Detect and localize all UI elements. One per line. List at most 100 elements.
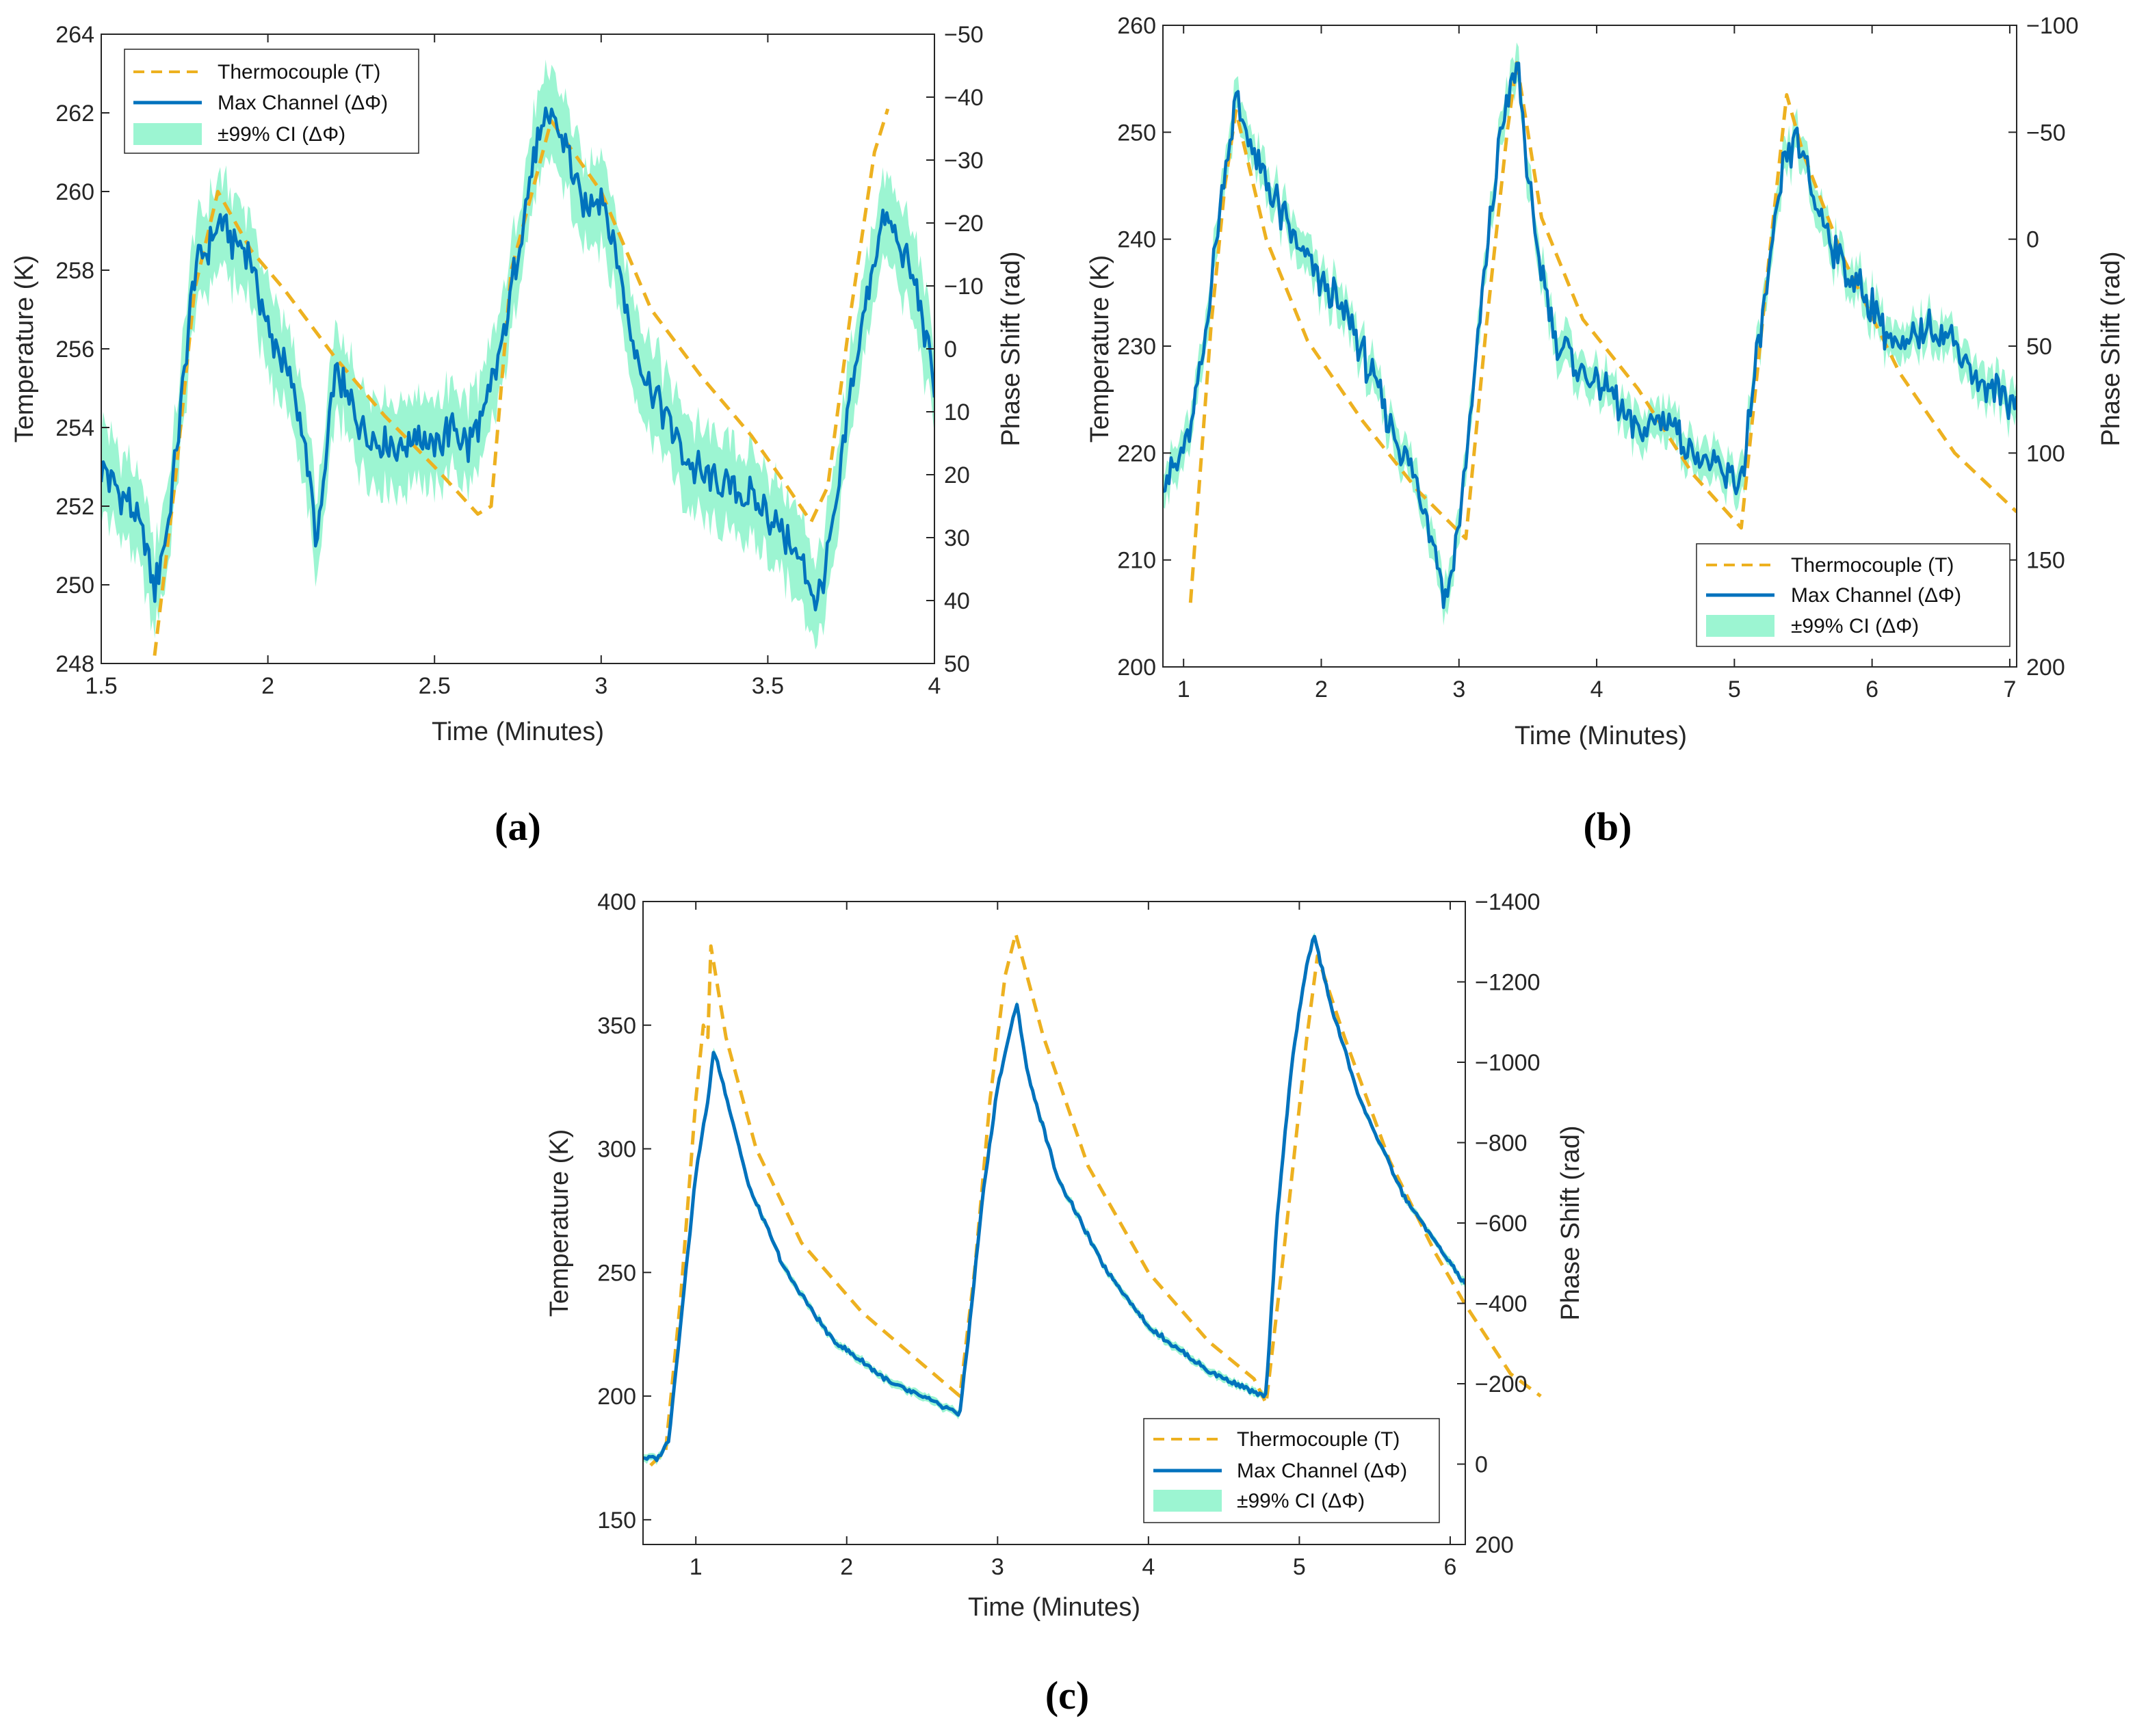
panel-label-c: (c) [1045, 1673, 1089, 1718]
y2-axis-label: Phase Shift (rad) [997, 251, 1025, 446]
y2-tick-label: −200 [1475, 1371, 1528, 1397]
y-tick-label: 240 [1117, 227, 1156, 253]
y-tick-label: 200 [597, 1384, 636, 1410]
y2-tick-label: 0 [2026, 227, 2039, 253]
max-channel-line [1163, 62, 2017, 609]
y-tick-label: 250 [55, 573, 94, 599]
x-tick-label: 4 [1590, 676, 1603, 702]
x-tick-label: 2 [840, 1554, 853, 1580]
panel-label-a: (a) [495, 804, 541, 849]
y2-tick-label: −50 [944, 22, 984, 48]
legend-ci-label: ±99% CI (ΔΦ) [1237, 1490, 1365, 1512]
x-tick-label: 2 [261, 673, 274, 699]
y-tick-label: 254 [55, 415, 94, 441]
y2-axis-label: Phase Shift (rad) [2097, 251, 2125, 446]
legend: Thermocouple (T) Max Channel (ΔΦ) ±99% C… [124, 49, 419, 154]
x-tick-label: 3.5 [752, 673, 784, 699]
legend-max-channel-label: Max Channel (ΔΦ) [1791, 584, 1961, 607]
legend-ci-swatch [133, 123, 202, 145]
y2-tick-label: 50 [944, 651, 970, 677]
y-axis-label: Temperature (K) [10, 255, 39, 443]
y2-tick-label: 50 [2026, 334, 2052, 360]
x-tick-label: 3 [594, 673, 607, 699]
x-tick-label: 1 [1177, 676, 1190, 702]
panel-c: 1 2 3 4 5 6 150 200 250 300 350 400 200 0 −200 −400 −600… [545, 889, 1585, 1718]
panel-b: 1 2 3 4 5 6 7 200 210 220 230 240 250 260 200 150 100 50 0… [1086, 13, 2125, 849]
legend: Thermocouple (T) Max Channel (ΔΦ) ±99% C… [1696, 543, 2010, 647]
y2-tick-label: −600 [1475, 1211, 1528, 1237]
y2-tick-label: 0 [944, 337, 957, 363]
max-channel-layer [101, 106, 934, 611]
panel-a: 1.5 2 2.5 3 3.5 4 248 250 252 254 256 258 260 262 264 5… [10, 22, 1025, 849]
y-tick-label: 256 [55, 337, 94, 363]
legend-thermocouple-label: Thermocouple (T) [1237, 1428, 1400, 1451]
y-tick-label: 210 [1117, 548, 1156, 574]
y-axis-label: Temperature (K) [1086, 255, 1114, 443]
x-tick-label: 5 [1728, 676, 1741, 702]
y2-tick-label: −50 [2026, 120, 2066, 146]
y2-tick-label: −400 [1475, 1291, 1528, 1317]
x-tick-label: 4 [1142, 1554, 1155, 1580]
y2-tick-label: 200 [1475, 1532, 1514, 1558]
x-tick-label: 4 [928, 673, 941, 699]
legend-max-channel-label: Max Channel (ΔΦ) [218, 92, 388, 114]
y2-tick-label: 30 [944, 525, 970, 551]
max-channel-layer [1163, 62, 2017, 609]
y-tick-label: 264 [55, 22, 94, 48]
legend-ci-label: ±99% CI (ΔΦ) [1791, 615, 1919, 637]
y-tick-label: 252 [55, 494, 94, 520]
max-channel-line [643, 934, 1465, 1462]
legend-ci-swatch [1153, 1490, 1222, 1512]
y2-tick-label: −10 [944, 274, 984, 300]
y2-tick-label: −1200 [1475, 970, 1541, 996]
y2-tick-label: 150 [2026, 548, 2065, 574]
y-tick-label: 262 [55, 101, 94, 127]
x-tick-label: 2.5 [419, 673, 451, 699]
y-tick-label: 350 [597, 1013, 636, 1039]
y2-tick-label: −30 [944, 148, 984, 174]
max-channel-layer [643, 934, 1465, 1462]
y2-tick-label: 100 [2026, 440, 2065, 466]
x-tick-label: 1.5 [85, 673, 117, 699]
y-tick-label: 260 [55, 179, 94, 205]
ci-band [101, 59, 934, 650]
y-tick-label: 248 [55, 651, 94, 677]
y-tick-label: 250 [597, 1260, 636, 1286]
y2-tick-label: −1400 [1475, 889, 1541, 915]
x-tick-label: 2 [1315, 676, 1328, 702]
x-tick-label: 1 [690, 1554, 703, 1580]
x-tick-label: 3 [991, 1554, 1004, 1580]
legend-ci-label: ±99% CI (ΔΦ) [218, 123, 345, 146]
ci-band-layer [101, 59, 934, 650]
y-tick-label: 300 [597, 1137, 636, 1163]
y-tick-label: 260 [1117, 13, 1156, 39]
x-tick-label: 6 [1443, 1554, 1456, 1580]
y2-tick-label: −20 [944, 211, 984, 237]
tick-layer: 1 2 3 4 5 6 7 200 210 220 230 240 250 260 200 150 100 50 0… [1117, 13, 2078, 702]
y-axis-label: Temperature (K) [545, 1129, 574, 1317]
x-axis-label: Time (Minutes) [1515, 722, 1687, 750]
thermocouple-line [1188, 61, 2017, 603]
ci-band-layer [643, 932, 1465, 1465]
x-tick-label: 6 [1865, 676, 1878, 702]
y-tick-label: 250 [1117, 120, 1156, 146]
y2-tick-label: −40 [944, 85, 984, 111]
y2-tick-label: 200 [2026, 655, 2065, 681]
legend-thermocouple-label: Thermocouple (T) [1791, 554, 1954, 577]
panel-label-b: (b) [1584, 804, 1632, 849]
y2-tick-label: −1000 [1475, 1050, 1541, 1076]
y2-tick-label: 10 [944, 399, 970, 425]
y-tick-label: 150 [597, 1508, 636, 1534]
tick-layer: 1 2 3 4 5 6 150 200 250 300 350 400 200 0 −200 −400 −600… [597, 889, 1540, 1580]
max-channel-line [101, 106, 934, 611]
ci-band [643, 932, 1465, 1465]
x-axis-label: Time (Minutes) [432, 718, 604, 746]
y2-tick-label: −800 [1475, 1131, 1528, 1157]
y-tick-label: 200 [1117, 655, 1156, 681]
y2-tick-label: 0 [1475, 1452, 1488, 1478]
legend-thermocouple-label: Thermocouple (T) [218, 61, 380, 83]
x-tick-label: 7 [2003, 676, 2016, 702]
y-tick-label: 220 [1117, 440, 1156, 466]
legend-ci-swatch [1706, 615, 1774, 637]
